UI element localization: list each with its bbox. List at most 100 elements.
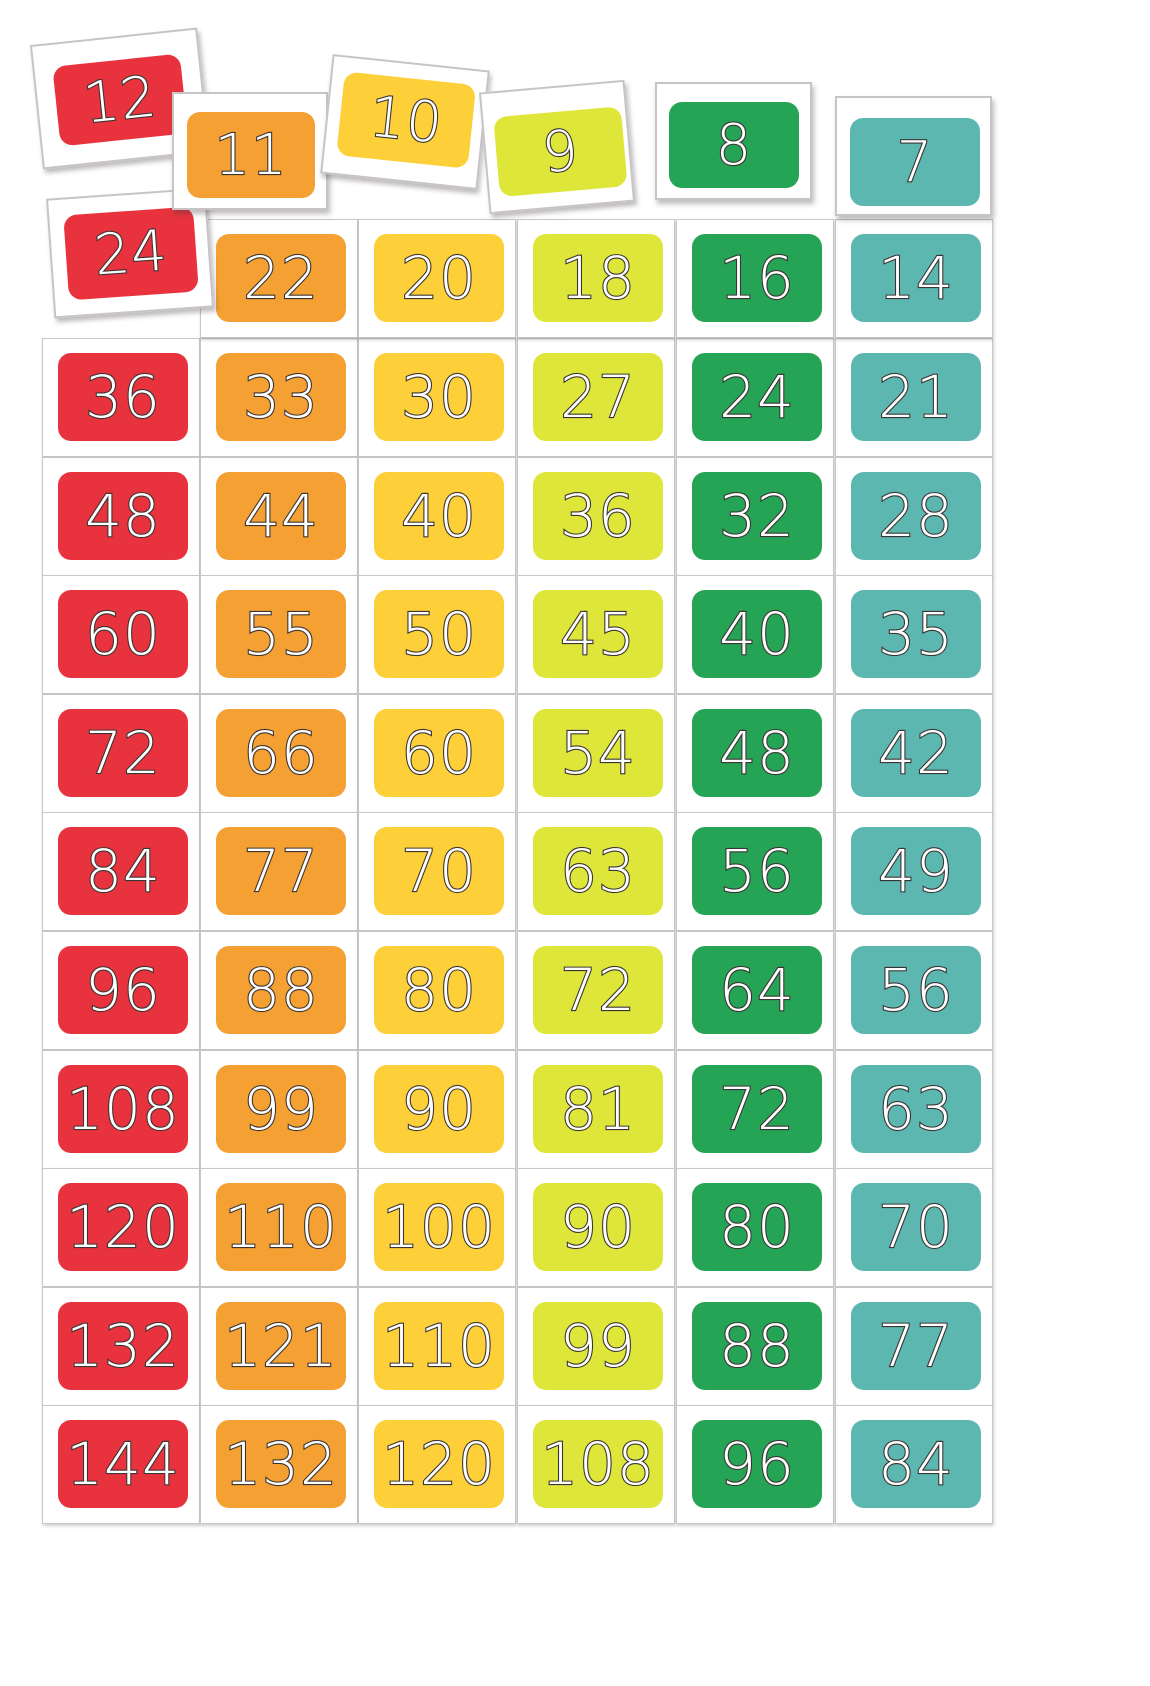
number-card: 72 — [517, 931, 675, 1050]
number-label-red: 132 — [58, 1302, 188, 1390]
number-card: 64 — [676, 931, 834, 1050]
number-card: 36 — [42, 338, 200, 457]
number-label-lime: 27 — [533, 353, 663, 441]
number-label-yellow: 100 — [374, 1183, 504, 1271]
number-label-yellow: 20 — [374, 234, 504, 322]
number-label-lime: 9 — [493, 106, 628, 198]
number-card: 28 — [835, 457, 993, 576]
number-label-teal: 77 — [851, 1302, 981, 1390]
number-label-red: 120 — [58, 1183, 188, 1271]
number-label-green: 56 — [692, 827, 822, 915]
number-label-lime: 45 — [533, 590, 663, 678]
number-card: 22 — [200, 219, 358, 338]
number-label-orange: 44 — [216, 472, 346, 560]
number-label-red: 108 — [58, 1065, 188, 1153]
number-card: 96 — [676, 1405, 834, 1524]
number-label-red: 12 — [52, 53, 188, 147]
number-label-yellow: 110 — [374, 1302, 504, 1390]
number-label-orange: 88 — [216, 946, 346, 1034]
number-card: 70 — [358, 812, 516, 931]
number-label-green: 32 — [692, 472, 822, 560]
number-label-teal: 42 — [851, 709, 981, 797]
number-label-red: 84 — [58, 827, 188, 915]
number-label-teal: 35 — [851, 590, 981, 678]
number-label-green: 72 — [692, 1065, 822, 1153]
loose-number-card: 11 — [172, 92, 328, 210]
number-card: 48 — [42, 457, 200, 576]
number-label-orange: 55 — [216, 590, 346, 678]
number-card: 99 — [200, 1050, 358, 1169]
number-card: 27 — [517, 338, 675, 457]
number-label-yellow: 60 — [374, 709, 504, 797]
number-card: 54 — [517, 694, 675, 813]
number-card: 56 — [676, 812, 834, 931]
number-label-teal: 56 — [851, 946, 981, 1034]
number-label-orange: 77 — [216, 827, 346, 915]
number-label-orange: 110 — [216, 1183, 346, 1271]
number-card: 56 — [835, 931, 993, 1050]
number-card: 30 — [358, 338, 516, 457]
number-label-lime: 63 — [533, 827, 663, 915]
number-card: 72 — [676, 1050, 834, 1169]
number-label-yellow: 80 — [374, 946, 504, 1034]
number-label-red: 96 — [58, 946, 188, 1034]
number-card: 132 — [200, 1405, 358, 1524]
number-card: 70 — [835, 1168, 993, 1287]
number-card: 84 — [42, 812, 200, 931]
number-label-yellow: 90 — [374, 1065, 504, 1153]
number-card: 60 — [358, 694, 516, 813]
number-card: 24 — [676, 338, 834, 457]
number-label-red: 48 — [58, 472, 188, 560]
number-card: 121 — [200, 1287, 358, 1406]
number-label-teal: 63 — [851, 1065, 981, 1153]
number-label-teal: 84 — [851, 1420, 981, 1508]
number-card: 108 — [517, 1405, 675, 1524]
number-card: 108 — [42, 1050, 200, 1169]
number-label-yellow: 50 — [374, 590, 504, 678]
number-card: 21 — [835, 338, 993, 457]
number-card: 14 — [835, 219, 993, 338]
number-label-green: 16 — [692, 234, 822, 322]
number-label-red: 72 — [58, 709, 188, 797]
number-label-green: 88 — [692, 1302, 822, 1390]
number-card: 50 — [358, 575, 516, 694]
number-label-lime: 36 — [533, 472, 663, 560]
number-label-teal: 28 — [851, 472, 981, 560]
number-card: 72 — [42, 694, 200, 813]
number-card: 36 — [517, 457, 675, 576]
number-label-green: 80 — [692, 1183, 822, 1271]
number-card: 81 — [517, 1050, 675, 1169]
number-card: 120 — [42, 1168, 200, 1287]
number-card: 88 — [676, 1287, 834, 1406]
number-label-teal: 14 — [851, 234, 981, 322]
number-label-green: 64 — [692, 946, 822, 1034]
number-card: 33 — [200, 338, 358, 457]
number-card: 48 — [676, 694, 834, 813]
number-card: 49 — [835, 812, 993, 931]
loose-number-card: 8 — [655, 82, 812, 200]
number-card: 55 — [200, 575, 358, 694]
number-label-lime: 54 — [533, 709, 663, 797]
number-card: 16 — [676, 219, 834, 338]
number-label-green: 48 — [692, 709, 822, 797]
number-label-red: 60 — [58, 590, 188, 678]
number-card: 99 — [517, 1287, 675, 1406]
number-card: 45 — [517, 575, 675, 694]
number-label-yellow: 120 — [374, 1420, 504, 1508]
number-label-lime: 90 — [533, 1183, 663, 1271]
number-label-teal: 70 — [851, 1183, 981, 1271]
number-card: 20 — [358, 219, 516, 338]
number-label-lime: 108 — [533, 1420, 663, 1508]
number-label-red: 24 — [63, 206, 199, 301]
number-card: 144 — [42, 1405, 200, 1524]
number-card: 42 — [835, 694, 993, 813]
number-card: 120 — [358, 1405, 516, 1524]
number-label-lime: 18 — [533, 234, 663, 322]
number-card: 63 — [517, 812, 675, 931]
number-card: 66 — [200, 694, 358, 813]
number-card: 100 — [358, 1168, 516, 1287]
number-label-orange: 33 — [216, 353, 346, 441]
loose-number-card: 10 — [320, 54, 490, 190]
number-card: 32 — [676, 457, 834, 576]
loose-number-card: 7 — [835, 96, 992, 216]
